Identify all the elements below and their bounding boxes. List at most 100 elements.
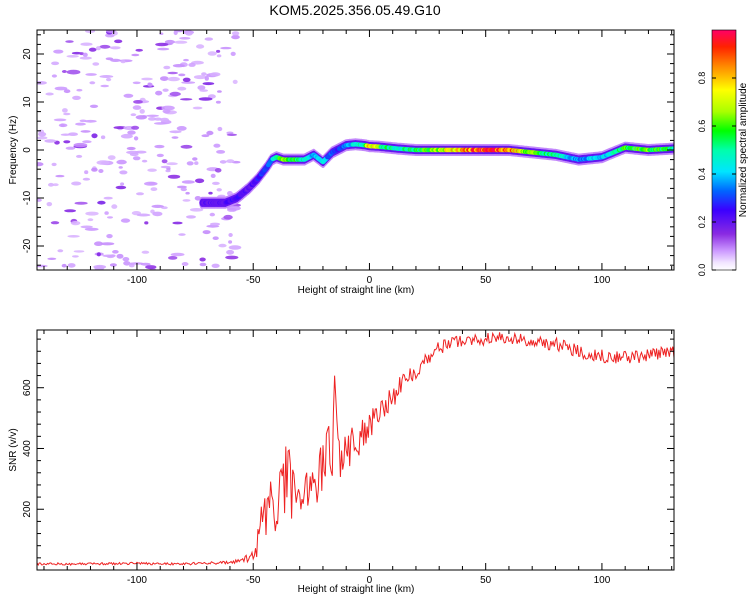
noise-blob [192,106,203,110]
noise-blob [120,218,131,223]
noise-blob [148,117,157,121]
noise-blob [65,40,74,43]
noise-blob [152,211,163,217]
noise-blob [55,174,65,178]
noise-blob [213,143,221,148]
noise-blob [180,144,193,149]
noise-blob [165,169,171,173]
noise-blob [76,88,83,92]
noise-blob [37,136,48,140]
noise-blob [209,212,215,217]
noise-blob [136,192,144,196]
noise-blob [63,140,71,144]
noise-blob [106,77,112,82]
noise-blob [88,47,97,52]
noise-blob [107,216,113,219]
noise-blob [212,181,220,185]
noise-blob [217,90,222,93]
snr-y-axis-label: SNR (v/v) [8,428,19,471]
noise-blob [79,52,84,56]
noise-blob [155,42,169,47]
noise-blob [100,135,106,140]
spectrogram-y-axis-label: Frequency (Hz) [8,116,19,185]
noise-blob [179,37,191,40]
noise-blob [216,54,222,58]
noise-blob [228,233,233,237]
noise-blob [91,167,98,172]
noise-blob [132,156,141,161]
noise-blob [37,81,47,85]
noise-blob [133,100,143,104]
noise-blob [100,84,109,88]
noise-blob [226,159,235,164]
noise-blob [133,136,139,141]
noise-blob [181,81,196,84]
noise-blob [129,152,139,157]
noise-blob [160,165,171,169]
noise-blob [105,57,114,61]
noise-blob [206,130,214,136]
noise-blob [45,92,54,96]
noise-blob [82,140,92,144]
noise-blob [214,168,222,173]
noise-blob [228,245,242,250]
noise-blob [162,109,171,114]
noise-blob [164,39,175,44]
noise-blob [120,60,126,64]
noise-blob [66,69,81,75]
noise-blob [192,157,198,161]
spectrogram-y-tick-label: 10 [22,96,33,108]
noise-blob [151,204,164,208]
noise-blob [53,49,64,54]
noise-blob [37,162,44,167]
noise-blob [144,221,149,225]
noise-blob [79,56,92,60]
spectrogram-x-tick-label: -50 [246,275,261,286]
noise-blob [145,265,157,270]
snr-series-line [37,331,674,567]
noise-blob [147,168,157,172]
noise-blob [202,82,215,86]
noise-blob [210,173,216,178]
noise-blob [96,160,110,165]
colorbar-label: Normalized spectral amplitude [738,82,749,217]
noise-blob [102,254,116,258]
noise-blob [182,77,191,83]
noise-blob [50,221,60,225]
noise-blob [194,196,202,201]
noise-blob [61,70,67,73]
snr-y-tick-label: 400 [22,440,33,457]
snr-x-tick-label: 0 [367,575,373,586]
noise-blob [216,188,222,192]
noise-blob [104,211,109,215]
noise-blob [112,250,119,254]
noise-blob [186,161,194,166]
noise-blob [199,89,208,92]
noise-blob [211,263,220,268]
noise-blob [163,65,171,70]
noise-blob [209,72,221,77]
noise-blob [209,222,221,226]
noise-blob [82,52,88,57]
noise-blob [44,139,57,143]
spectrogram-x-axis-label: Height of straight line (km) [298,285,415,296]
snr-y-tick-label: 200 [22,500,33,517]
colorbar-tick-label: 0.0 [697,264,707,277]
noise-blob [131,53,140,57]
noise-blob [178,73,186,77]
noise-blob [228,240,233,244]
noise-blob [194,161,199,166]
spectrogram-y-tick-label: 20 [22,48,33,60]
noise-blob [219,160,227,164]
colorbar-tick-label: 0.6 [697,120,707,133]
noise-blob [98,169,104,173]
colorbar-tick-label: 0.8 [697,72,707,85]
noise-blob [135,115,147,120]
noise-blob [167,174,181,179]
noise-blob [167,76,180,82]
noise-blob [61,263,67,268]
noise-blob [215,100,221,104]
noise-blob [70,221,81,226]
noise-blob [172,63,185,68]
noise-blob [46,202,53,207]
